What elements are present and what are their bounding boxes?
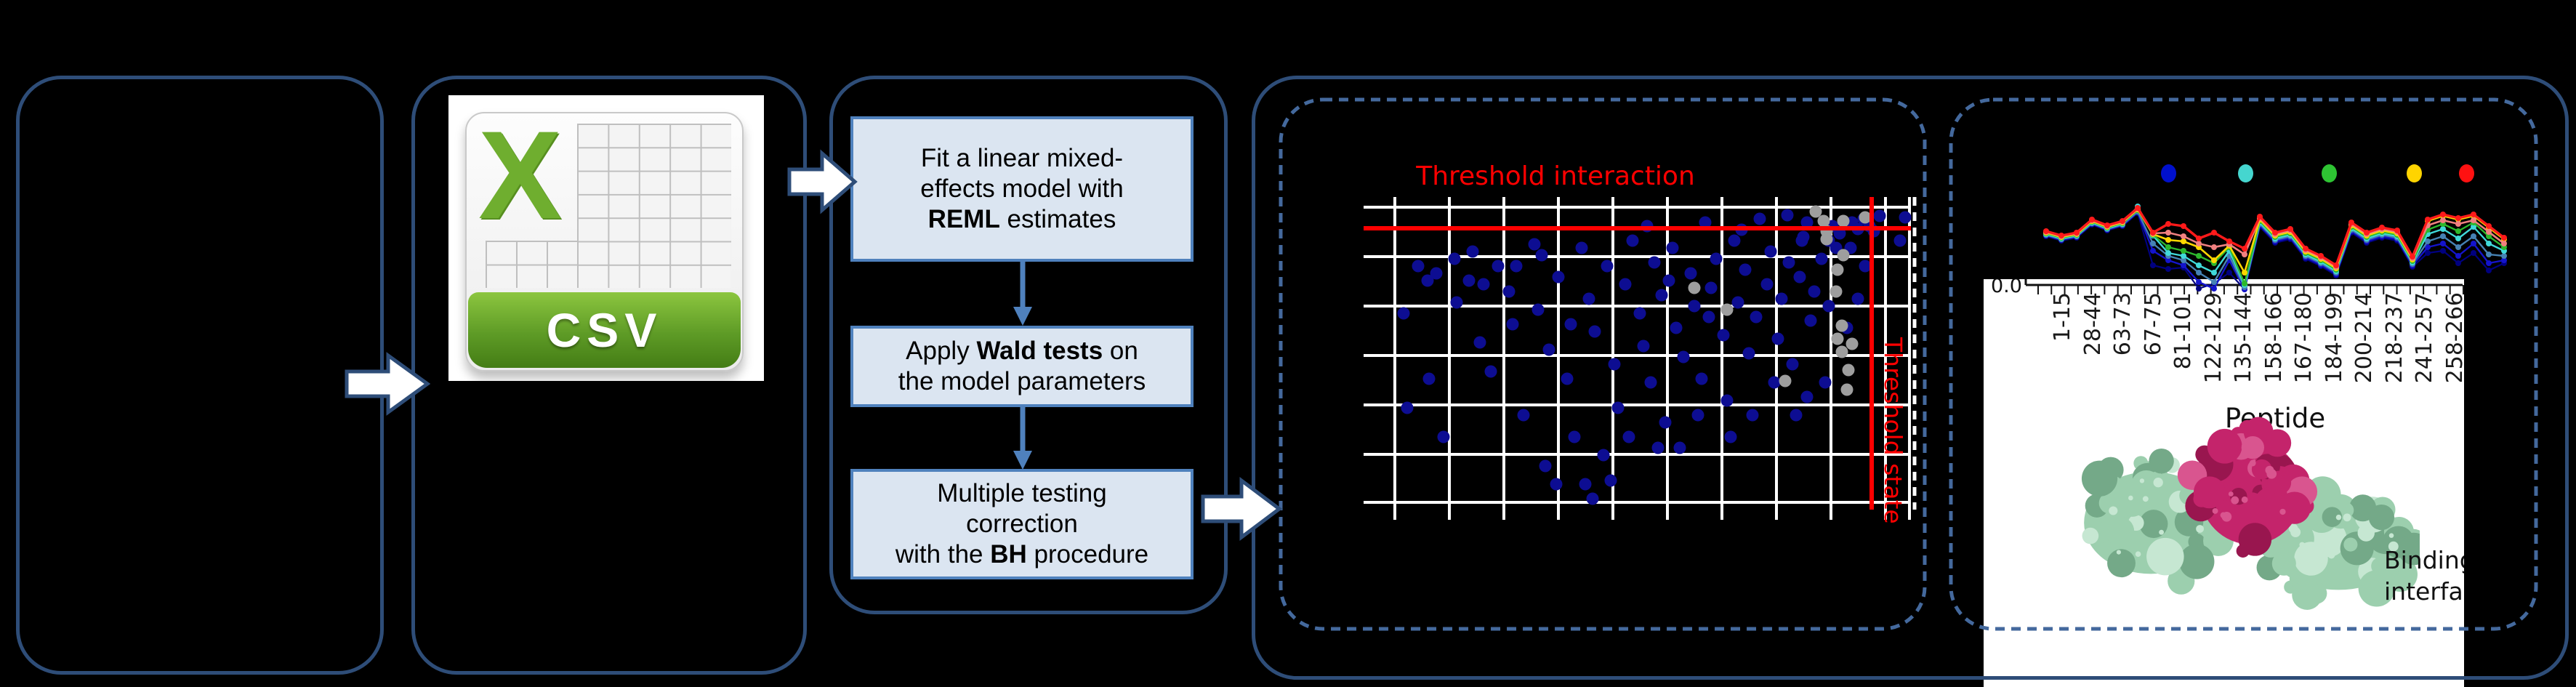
step-fit-reml: Fit a linear mixed-effects model with REM… xyxy=(850,116,1194,262)
scatter-title: Threshold interaction xyxy=(1416,161,1695,191)
step-bh-correction: Multiple testing correction with the BH pr… xyxy=(850,469,1194,579)
csv-banner: CSV xyxy=(468,292,741,368)
csv-icon-sheet: X CSV xyxy=(465,105,744,371)
protein-binding-core xyxy=(2177,417,2318,558)
threshold-scatter-dashed-box xyxy=(1279,97,1927,631)
csv-icon-spreadsheet-grid xyxy=(577,124,731,288)
uptake-line-chart xyxy=(2043,204,2507,292)
results-box xyxy=(1252,76,2569,680)
connector-arrow-1 xyxy=(1013,262,1032,326)
legend-timepoint-dot-3 xyxy=(2322,164,2337,182)
protein-structure-image xyxy=(2081,417,2420,610)
binding-interface-label: Binding interface xyxy=(2384,546,2464,606)
y-axis-zero-label: 0.0 xyxy=(1991,279,2022,297)
excel-x-glyph: X xyxy=(478,105,562,245)
step-wald-tests: Apply Wald tests on the model parameters xyxy=(850,326,1194,407)
csv-file-icon: X CSV xyxy=(448,95,764,381)
threshold-state-label: Threshold state xyxy=(1879,337,1907,524)
threshold-scatter-plot xyxy=(1364,197,1917,520)
legend-timepoint-dot-2 xyxy=(2238,164,2253,182)
flow-arrow-3 xyxy=(1201,477,1282,541)
flow-arrow-1 xyxy=(345,352,430,416)
connector-arrow-2 xyxy=(1013,406,1032,470)
legend-timepoint-dot-1 xyxy=(2161,164,2176,182)
statistics-workflow-box xyxy=(829,76,1228,614)
flow-arrow-2 xyxy=(787,149,858,214)
peptide-uptake-dashed-box xyxy=(1949,97,2538,631)
legend-timepoint-dot-4 xyxy=(2407,164,2422,182)
input-data-box xyxy=(16,76,384,675)
csv-icon-spreadsheet-band xyxy=(486,241,577,288)
csv-banner-label: CSV xyxy=(546,303,663,357)
peptide-figure-panel: 0.0 1-15 28-44 63-73 67-75 81-101 122-129 135-… xyxy=(1984,279,2464,687)
csv-export-box xyxy=(411,76,807,675)
legend-timepoint-dot-5 xyxy=(2459,164,2474,182)
